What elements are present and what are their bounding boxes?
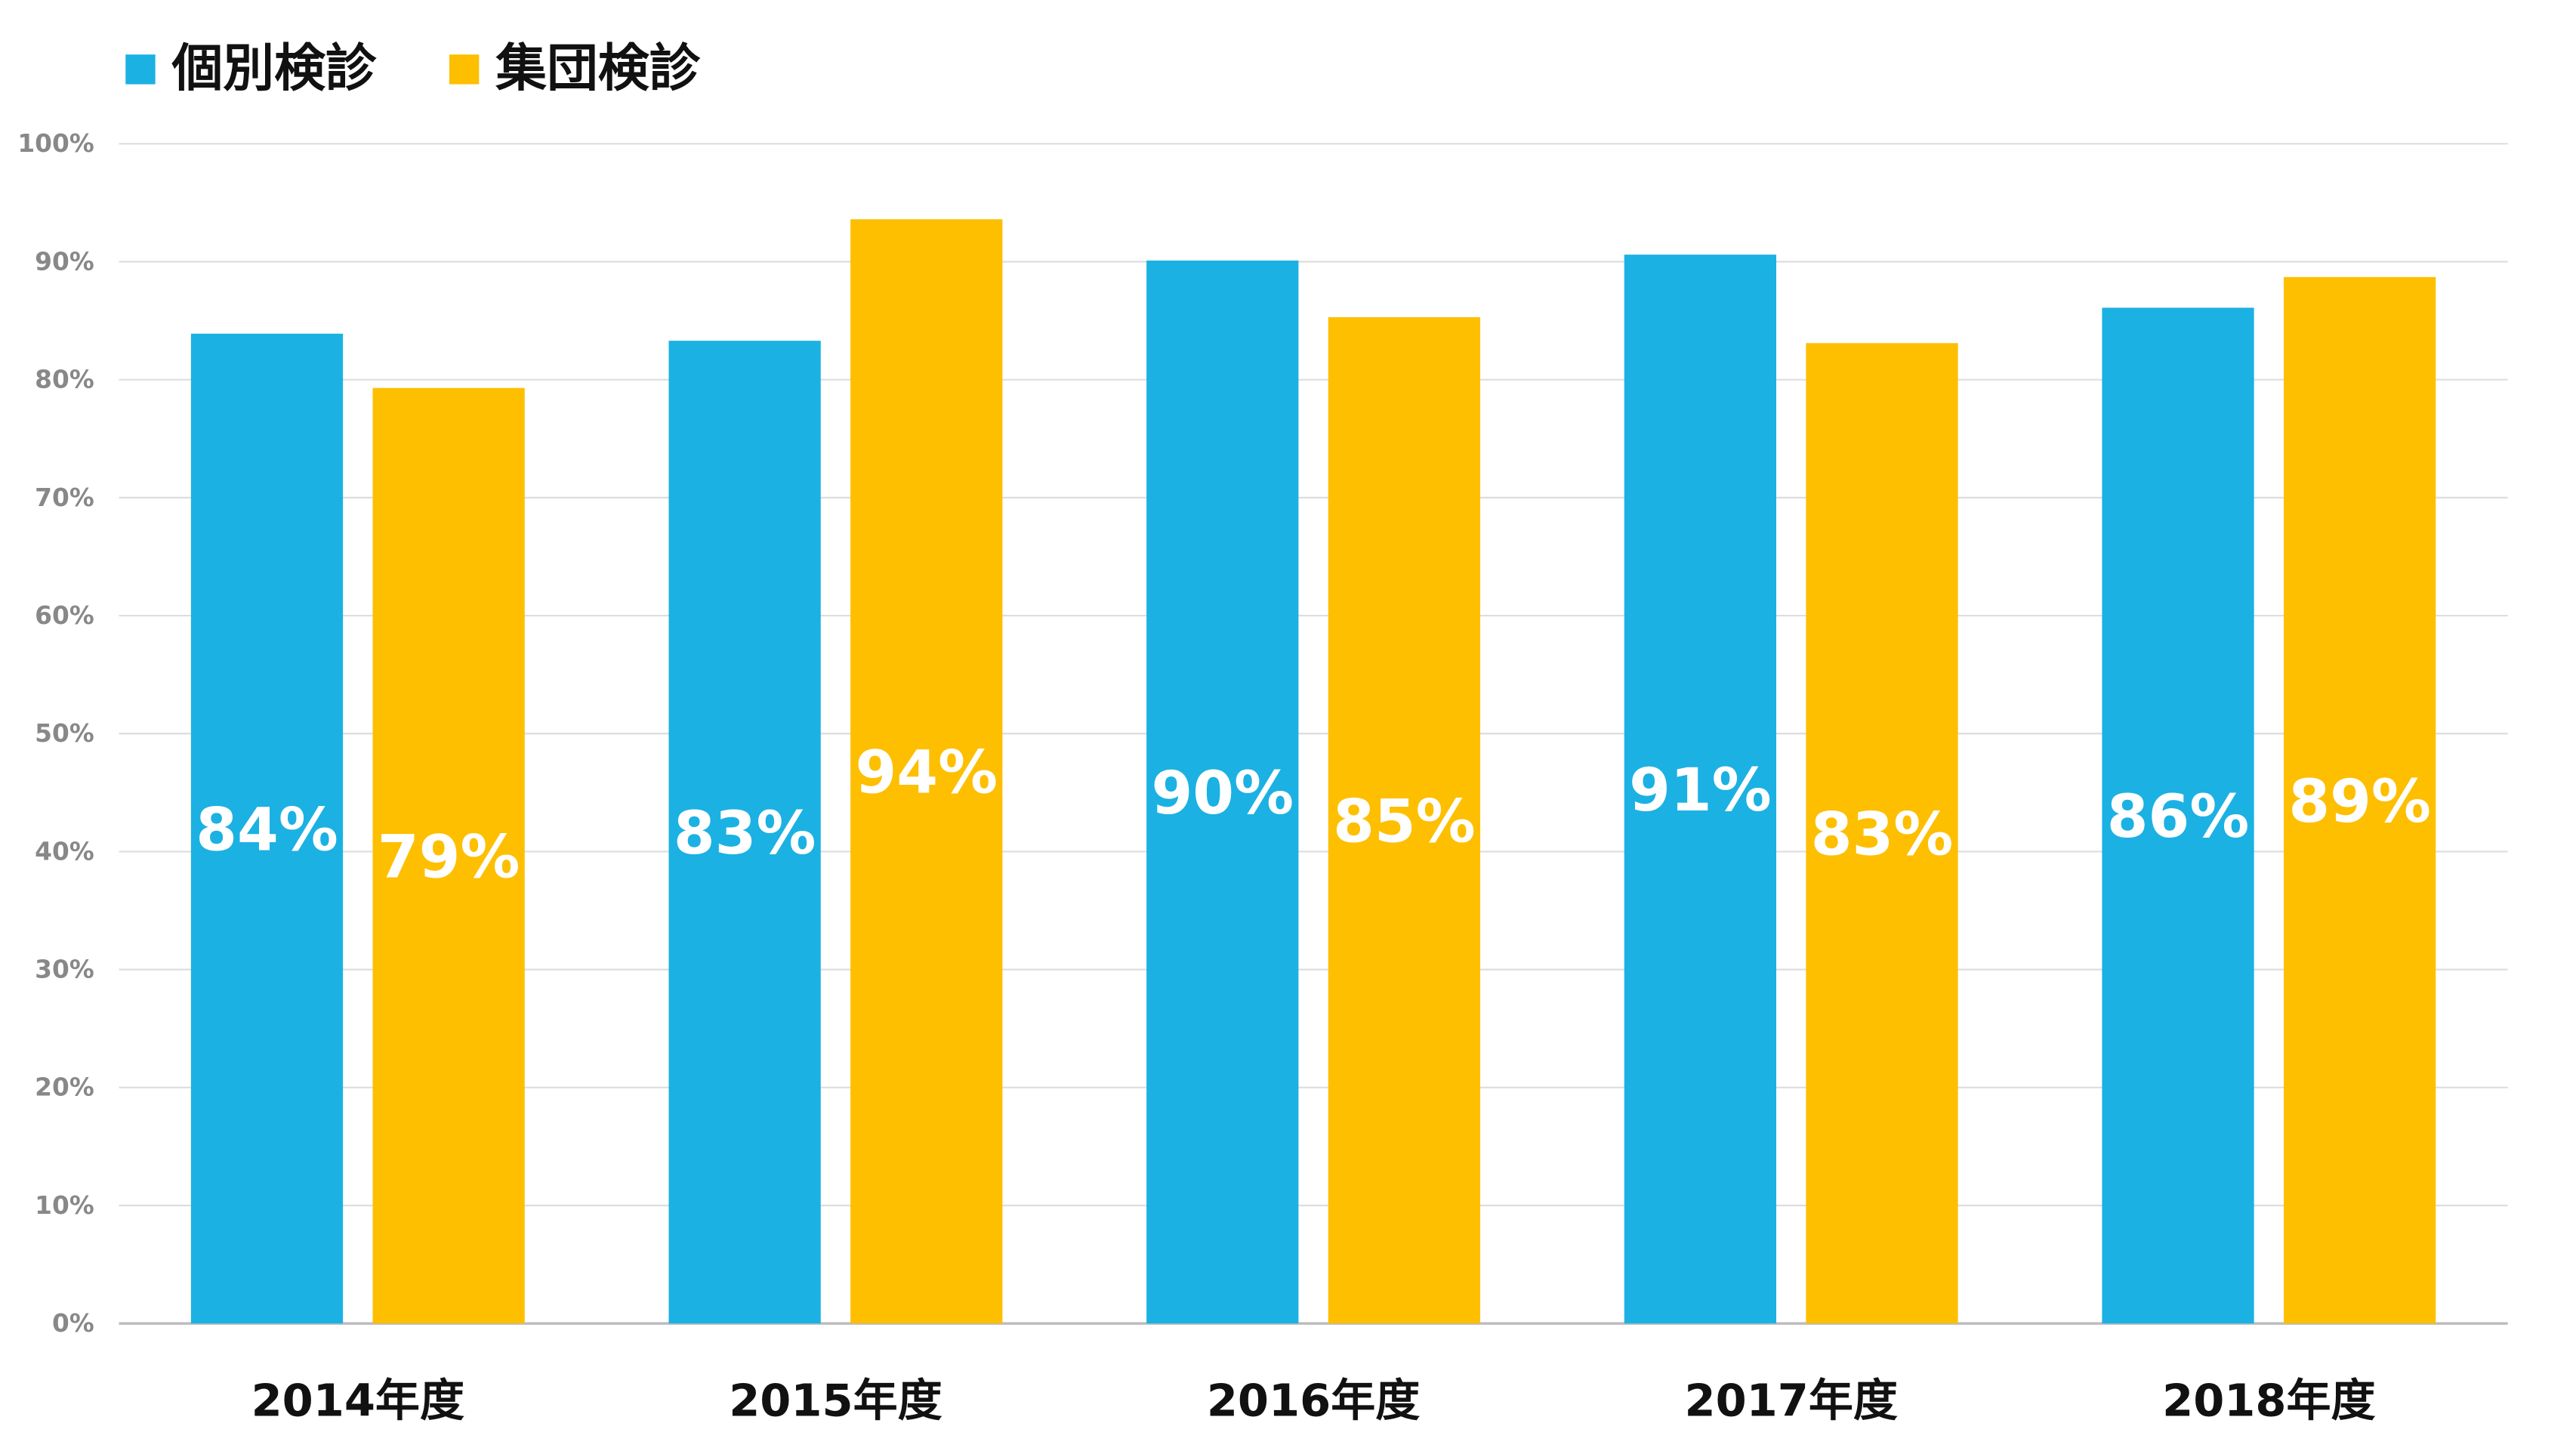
legend-swatch bbox=[125, 54, 156, 85]
value-label: 94% bbox=[856, 738, 998, 807]
value-label: 86% bbox=[2107, 782, 2250, 851]
y-tick-label: 60% bbox=[35, 601, 94, 630]
value-label: 83% bbox=[674, 798, 816, 868]
y-tick-label: 40% bbox=[35, 837, 94, 866]
value-label: 90% bbox=[1152, 758, 1294, 828]
bar bbox=[2284, 276, 2436, 1324]
x-tick-label: 2018年度 bbox=[2162, 1375, 2375, 1427]
value-label: 84% bbox=[196, 795, 338, 864]
bar bbox=[190, 333, 344, 1324]
y-tick-label: 20% bbox=[35, 1073, 94, 1102]
y-tick-label: 0% bbox=[52, 1309, 94, 1338]
legend-swatch bbox=[449, 54, 480, 85]
value-label: 79% bbox=[378, 822, 520, 891]
bar bbox=[1624, 255, 1777, 1324]
bar bbox=[372, 387, 525, 1324]
y-tick-label: 80% bbox=[35, 366, 94, 394]
legend-label: 個別検診 bbox=[171, 39, 377, 98]
value-label: 83% bbox=[1811, 800, 1954, 869]
y-tick-label: 70% bbox=[35, 483, 94, 512]
legend-label: 集団検診 bbox=[495, 39, 700, 98]
y-tick-label: 90% bbox=[35, 247, 94, 276]
x-tick-label: 2014年度 bbox=[251, 1375, 464, 1427]
y-tick-label: 100% bbox=[17, 129, 94, 158]
bar bbox=[1806, 343, 1958, 1324]
bar bbox=[2102, 307, 2254, 1324]
value-label: 91% bbox=[1629, 755, 1772, 825]
bar bbox=[1146, 260, 1299, 1324]
x-tick-label: 2015年度 bbox=[729, 1375, 942, 1427]
value-label: 85% bbox=[1333, 786, 1476, 856]
x-tick-label: 2016年度 bbox=[1207, 1375, 1420, 1427]
value-label: 89% bbox=[2288, 767, 2431, 836]
bar bbox=[850, 219, 1003, 1324]
bar bbox=[1328, 316, 1481, 1324]
y-tick-label: 10% bbox=[35, 1191, 94, 1220]
y-tick-label: 50% bbox=[35, 719, 94, 748]
bar bbox=[668, 341, 821, 1324]
x-tick-label: 2017年度 bbox=[1684, 1375, 1897, 1427]
y-tick-label: 30% bbox=[35, 955, 94, 984]
